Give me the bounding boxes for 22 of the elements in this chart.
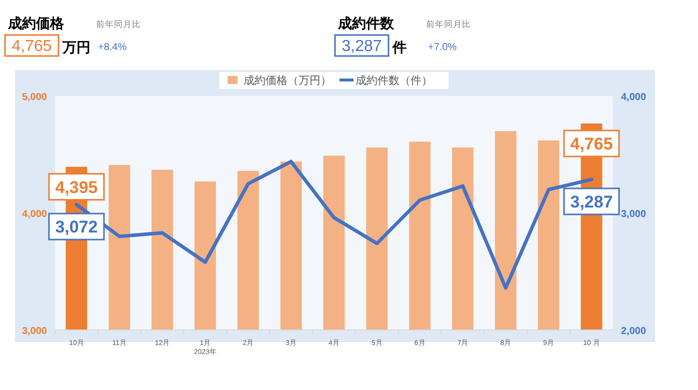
- legend-label: 成約件数（件）: [356, 74, 432, 87]
- text: 4,765: [12, 38, 52, 55]
- text: 件: [392, 39, 406, 55]
- y2-tick-label: 3,000: [621, 209, 646, 220]
- text: 前年同月比: [426, 19, 471, 29]
- y2-tick-label: 4,000: [621, 92, 646, 103]
- text: +8.4%: [98, 42, 127, 53]
- text: 成約件数: [337, 15, 395, 31]
- y-tick-label: 3,000: [22, 326, 48, 337]
- data-label: 3,287: [570, 192, 613, 212]
- text: 万円: [62, 39, 90, 55]
- data-label: 4,395: [55, 178, 98, 197]
- text: 3,287: [342, 38, 382, 55]
- text: +7.0%: [428, 42, 457, 53]
- text: 前年同月比: [96, 19, 141, 29]
- legend-label: 成約価格（万円）: [244, 74, 332, 87]
- data-label: 3,072: [55, 218, 98, 237]
- y-tick-label: 5,000: [22, 92, 48, 103]
- text: 成約価格: [7, 15, 65, 31]
- data-label: 4,765: [570, 134, 613, 154]
- y-tick-label: 4,000: [22, 209, 48, 220]
- y2-tick-label: 2,000: [621, 326, 646, 337]
